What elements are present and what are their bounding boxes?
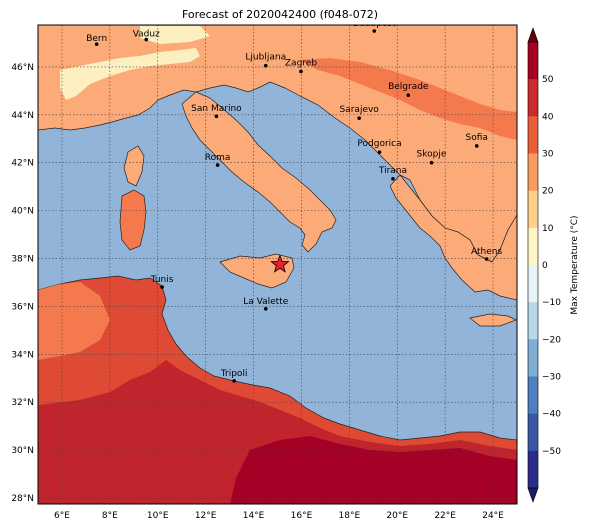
graticule — [38, 25, 517, 504]
city-dot — [429, 160, 434, 165]
colorbar-top-arrow — [527, 27, 539, 43]
colorbar-frame — [527, 41, 539, 489]
city-label: Podgorica — [357, 139, 401, 149]
colorbar-segment — [528, 339, 538, 377]
colorbar-segment — [528, 413, 538, 452]
city-dot — [372, 29, 377, 33]
colorbar-tick-label: 30 — [542, 150, 554, 160]
colorbar: 50 40 30 20 10 0 −10 −20 −30 −40 −50 — [527, 27, 561, 503]
city-dot — [484, 257, 489, 261]
greece-land — [389, 174, 517, 301]
x-tick-label: 24°E — [482, 511, 504, 521]
x-tick-label: 12°E — [195, 511, 217, 521]
city-label: San Marino — [191, 104, 242, 114]
city-label: Vaduz — [133, 30, 160, 40]
city-label: Sofia — [466, 133, 488, 143]
x-tick-label: 22°E — [434, 511, 456, 521]
y-tick-label: 42°N — [11, 159, 34, 169]
highlight-star-marker — [270, 254, 290, 273]
figure-title: Forecast of 2020042400 (f048-072) — [182, 8, 378, 21]
y-tick-label: 30°N — [11, 446, 34, 456]
city-label: Skopje — [417, 150, 447, 160]
africa-mid-band — [38, 282, 110, 360]
colorbar-bottom-arrow — [527, 487, 539, 503]
colorbar-tick-label: −40 — [542, 410, 561, 420]
x-tick-label: 20°E — [386, 511, 408, 521]
x-tick-label: 8°E — [102, 511, 118, 521]
city-label: Zagreb — [285, 58, 317, 68]
colorbar-segment — [528, 153, 538, 192]
city-label: Belgrade — [388, 82, 429, 92]
colorbar-segment — [528, 190, 538, 229]
y-tick-label: 28°N — [11, 494, 34, 504]
city-dot — [377, 150, 382, 154]
city-dot — [391, 176, 395, 181]
city-dot — [214, 114, 219, 119]
city-dot — [263, 63, 268, 68]
y-tick-label: 36°N — [11, 302, 34, 312]
colorbar-tick-label: −10 — [542, 298, 561, 308]
colorbar-segment — [528, 265, 538, 303]
x-axis-ticks: 6°E 8°E 10°E 12°E 14°E 16°E 18°E 20°E 22°E 24°E — [54, 511, 504, 521]
x-tick-label: 6°E — [54, 511, 70, 521]
city-dot — [94, 42, 99, 46]
y-axis-ticks: 46°N 44°N 42°N 40°N 38°N 36°N 34°N 32°N 30°N 28°N — [11, 63, 34, 504]
city-label: Tunis — [150, 275, 174, 285]
y-tick-label: 40°N — [11, 207, 34, 217]
colorbar-label: Max Temperature (°C) — [570, 215, 580, 314]
map-frame — [37, 24, 518, 505]
city-label: Sarajevo — [340, 105, 380, 115]
colorbar-segment — [528, 227, 538, 266]
balkans-warm-patch — [300, 58, 517, 140]
colorbar-segment — [528, 116, 538, 154]
y-tick-label: 32°N — [11, 398, 34, 408]
y-tick-label: 34°N — [11, 350, 34, 360]
x-tick-label: 16°E — [291, 511, 313, 521]
city-dot — [215, 163, 220, 167]
corsica-land — [123, 145, 145, 187]
colorbar-segment — [528, 42, 538, 80]
city-label: Roma — [205, 153, 231, 163]
y-tick-label: 38°N — [11, 255, 34, 265]
colorbar-segment — [528, 79, 538, 117]
colorbar-tick-label: −20 — [542, 335, 561, 345]
colorbar-tick-label: 40 — [542, 112, 554, 122]
sardinia-land — [119, 189, 147, 251]
y-tick-label: 44°N — [11, 111, 34, 121]
colorbar-tick-label: −50 — [542, 447, 561, 457]
colorbar-tick-label: 50 — [542, 75, 554, 85]
city-dot — [299, 69, 303, 74]
colorbar-tick-label: −30 — [542, 373, 561, 383]
city-label: Ljubljana — [245, 53, 286, 63]
x-tick-label: 18°E — [339, 511, 361, 521]
x-tick-label: 10°E — [147, 511, 169, 521]
italy-land — [181, 91, 337, 253]
colorbar-segment — [528, 450, 538, 489]
y-tick-label: 46°N — [11, 63, 34, 73]
city-dot — [406, 93, 411, 97]
city-dot — [474, 144, 479, 148]
city-label: Bern — [86, 34, 107, 44]
alpine-cool-patch — [60, 48, 200, 100]
city-label: Tripoli — [220, 369, 248, 379]
colorbar-segment — [528, 376, 538, 415]
city-label: La Valette — [243, 297, 288, 307]
city-label: Budapest — [353, 19, 396, 29]
colorbar-tick-label: 0 — [542, 261, 548, 271]
city-dot — [232, 379, 236, 383]
city-label: Tirana — [378, 166, 407, 176]
city-dot — [263, 307, 268, 311]
city-dot — [357, 116, 361, 120]
city-dot — [144, 37, 149, 42]
city-dot — [160, 285, 164, 289]
colorbar-tick-label: 20 — [542, 187, 554, 197]
colorbar-segment — [528, 302, 538, 340]
x-tick-label: 14°E — [243, 511, 265, 521]
city-label: Athens — [471, 247, 502, 257]
colorbar-tick-label: 10 — [542, 224, 554, 234]
